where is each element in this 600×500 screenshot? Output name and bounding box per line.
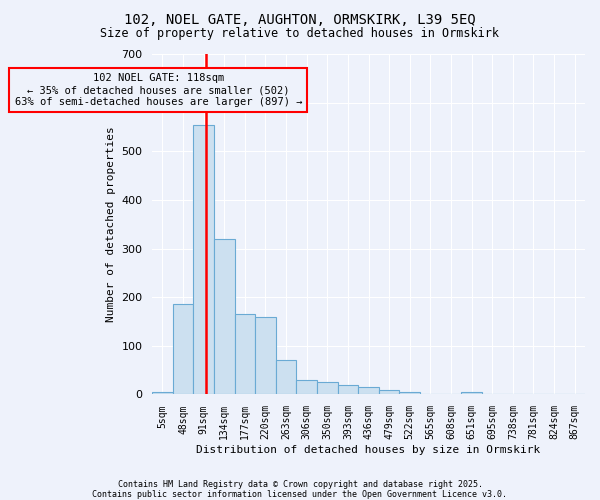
- Y-axis label: Number of detached properties: Number of detached properties: [106, 126, 116, 322]
- Bar: [400, 392, 420, 394]
- Bar: [317, 382, 338, 394]
- Text: Contains public sector information licensed under the Open Government Licence v3: Contains public sector information licen…: [92, 490, 508, 499]
- Bar: [358, 387, 379, 394]
- Text: 102, NOEL GATE, AUGHTON, ORMSKIRK, L39 5EQ: 102, NOEL GATE, AUGHTON, ORMSKIRK, L39 5…: [124, 12, 476, 26]
- Bar: [173, 304, 193, 394]
- Bar: [338, 384, 358, 394]
- Bar: [152, 392, 173, 394]
- Bar: [461, 392, 482, 394]
- Bar: [214, 239, 235, 394]
- Bar: [379, 390, 400, 394]
- Bar: [235, 314, 255, 394]
- Text: Size of property relative to detached houses in Ormskirk: Size of property relative to detached ho…: [101, 28, 499, 40]
- Text: Contains HM Land Registry data © Crown copyright and database right 2025.: Contains HM Land Registry data © Crown c…: [118, 480, 482, 489]
- Bar: [296, 380, 317, 394]
- Bar: [255, 316, 276, 394]
- X-axis label: Distribution of detached houses by size in Ormskirk: Distribution of detached houses by size …: [196, 445, 541, 455]
- Bar: [276, 360, 296, 394]
- Text: 102 NOEL GATE: 118sqm
← 35% of detached houses are smaller (502)
63% of semi-det: 102 NOEL GATE: 118sqm ← 35% of detached …: [14, 74, 302, 106]
- Bar: [193, 124, 214, 394]
